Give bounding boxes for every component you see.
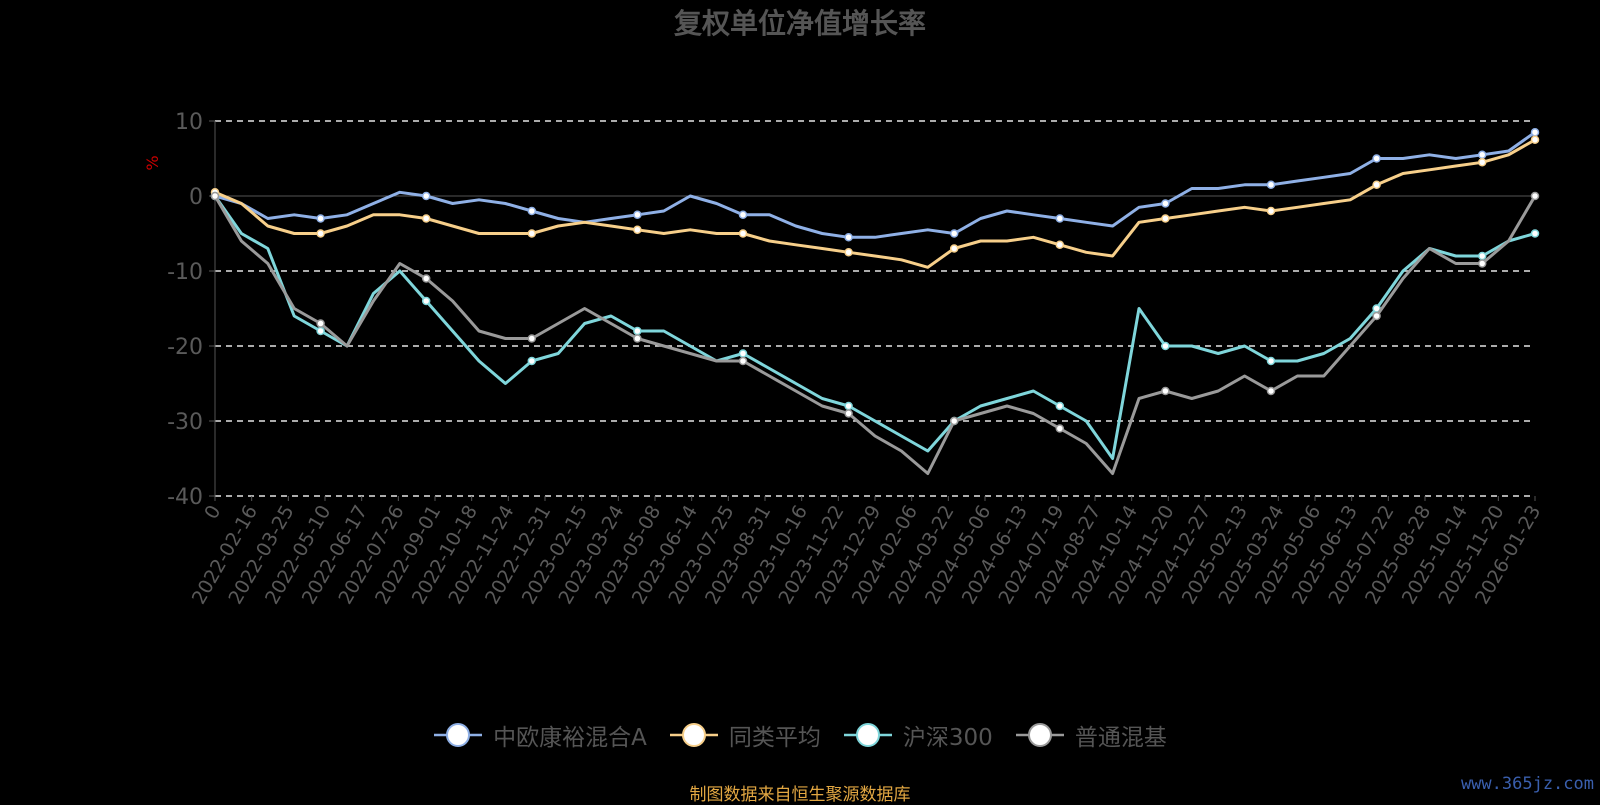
legend-label: 沪深300 — [902, 725, 993, 751]
chart-title: 复权单位净值增长率 — [673, 7, 926, 40]
series-point — [1477, 158, 1487, 167]
series-point — [633, 334, 642, 343]
series-point — [633, 225, 642, 234]
legend-symbol — [1015, 723, 1064, 747]
series-line-3 — [213, 195, 1537, 475]
series-point — [1530, 191, 1540, 201]
series-point — [949, 244, 959, 253]
series-point — [527, 334, 537, 343]
series-point — [949, 416, 959, 426]
series-point — [1055, 424, 1065, 433]
series-point — [316, 214, 325, 223]
y-tick-label: -40 — [167, 485, 203, 510]
legend-label: 普通混基 — [1074, 725, 1167, 751]
series-point — [1477, 259, 1487, 268]
series-point — [1055, 240, 1065, 249]
legend-symbol — [843, 723, 892, 747]
series-point — [1266, 356, 1276, 366]
series-line-0 — [214, 131, 1536, 239]
series-point — [844, 401, 853, 411]
series-point — [1372, 180, 1381, 189]
y-tick-label: 0 — [189, 185, 203, 210]
series-point — [1161, 386, 1170, 396]
series-point — [210, 191, 220, 201]
series-point — [1477, 251, 1487, 261]
series-point — [738, 210, 748, 219]
legend: 中欧康裕混合A 同类平均 沪深300 普通混基 — [0, 718, 1600, 752]
series-point — [1372, 311, 1381, 321]
legend-item-1[interactable]: 同类平均 — [669, 718, 821, 752]
series-point — [1372, 154, 1381, 163]
series-point — [1055, 214, 1065, 223]
series-point — [421, 191, 431, 201]
series-point — [738, 229, 748, 238]
series-point — [738, 349, 748, 358]
legend-symbol — [434, 723, 483, 747]
series-point — [1530, 135, 1540, 144]
series-point — [1161, 341, 1170, 351]
series-point — [421, 296, 431, 306]
y-tick-label: -20 — [167, 335, 203, 360]
series-point — [1530, 128, 1540, 137]
series-point — [527, 356, 537, 366]
y-tick-label: -10 — [167, 260, 203, 285]
series-point — [633, 210, 642, 219]
series-point — [844, 409, 853, 418]
series-line-1 — [214, 138, 1536, 269]
series-point — [949, 229, 959, 238]
y-tick-label: 10 — [175, 110, 203, 135]
series-point — [633, 326, 642, 336]
series-point — [844, 233, 853, 242]
series-line-2 — [213, 195, 1536, 460]
series-point — [1477, 150, 1487, 159]
series-point — [421, 274, 431, 283]
series-layer — [210, 128, 1540, 475]
series-point — [1266, 206, 1276, 216]
series-point — [316, 319, 325, 328]
y-tick-label: -30 — [167, 410, 203, 435]
series-point — [316, 326, 325, 336]
legend-item-2[interactable]: 沪深300 — [843, 718, 993, 752]
series-point — [1530, 229, 1540, 238]
legend-item-3[interactable]: 普通混基 — [1015, 718, 1167, 752]
series-point — [738, 356, 748, 366]
chart-canvas: 100-10-20-30-4002022-02-162022-03-252022… — [143, 110, 1545, 608]
y-axis-label: % — [143, 155, 162, 170]
series-point — [844, 248, 853, 257]
series-point — [1266, 180, 1276, 189]
legend-symbol — [669, 723, 718, 747]
series-point — [1161, 214, 1170, 223]
source-note: 制图数据来自恒生聚源数据库 — [689, 785, 911, 805]
series-point — [1055, 401, 1065, 411]
series-point — [527, 206, 537, 216]
grid-layer — [215, 120, 1535, 497]
legend-label: 同类平均 — [728, 725, 821, 751]
series-point — [1161, 199, 1170, 208]
series-point — [316, 229, 325, 238]
series-point — [527, 229, 537, 238]
series-point — [1266, 386, 1276, 396]
x-tick-label: 0 — [200, 502, 225, 523]
watermark-text: www.365jz.com — [1460, 774, 1594, 794]
legend-item-0[interactable]: 中欧康裕混合A — [433, 718, 647, 752]
series-point — [421, 214, 431, 223]
legend-label: 中欧康裕混合A — [493, 725, 647, 751]
